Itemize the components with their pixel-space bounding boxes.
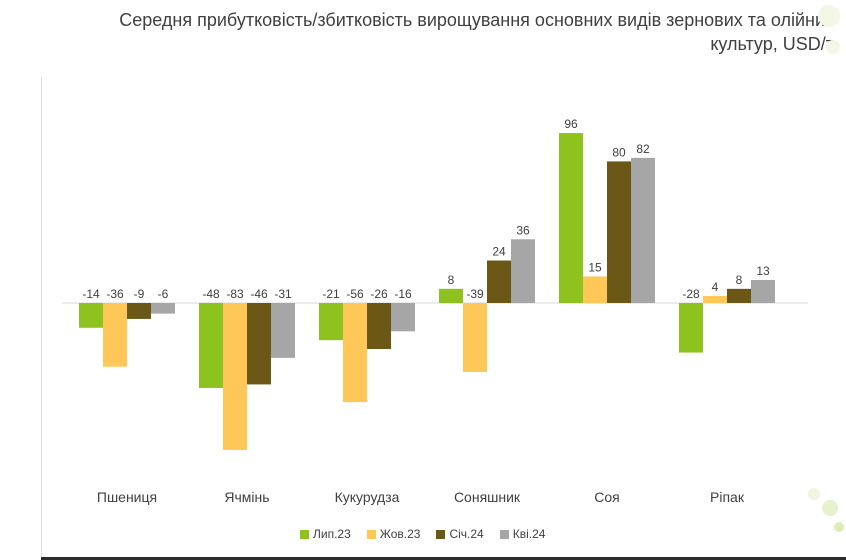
bar (439, 288, 463, 303)
data-label: -28 (682, 287, 700, 301)
legend-label: Кві.24 (512, 527, 546, 541)
bar (247, 303, 271, 385)
legend-label: Жов.23 (379, 527, 421, 541)
bar (583, 276, 607, 303)
data-label: 8 (736, 273, 743, 287)
data-label: 13 (756, 264, 770, 278)
data-label: -31 (274, 287, 292, 301)
data-label: 80 (612, 145, 626, 159)
legend-swatch-s3 (436, 529, 446, 539)
frame-border-bottom (41, 557, 846, 560)
bar (127, 303, 151, 319)
category-label: Пшениця (97, 489, 157, 505)
bar (151, 303, 175, 314)
legend-item: Січ.24 (436, 527, 484, 541)
category-label: Ріпак (710, 489, 745, 505)
data-label: -9 (134, 287, 145, 301)
category-label: Соя (594, 489, 619, 505)
data-label: 15 (588, 260, 602, 274)
bar (79, 303, 103, 328)
chart-title-line-2: культур, USD/т (710, 34, 834, 54)
data-label: -26 (370, 287, 388, 301)
legend-item: Кві.24 (499, 527, 546, 541)
legend-label: Лип.23 (313, 527, 351, 541)
bar (463, 303, 487, 373)
data-label: 24 (492, 245, 506, 259)
decorative-dot (834, 522, 844, 532)
legend-item: Жов.23 (366, 527, 421, 541)
frame-border-left (41, 78, 42, 560)
data-label: -21 (322, 287, 340, 301)
data-label: -39 (466, 287, 484, 301)
data-label: -16 (394, 287, 412, 301)
bar (487, 260, 511, 303)
category-label: Ячмінь (224, 489, 269, 505)
legend-swatch-s2 (366, 529, 376, 539)
data-label: -6 (158, 287, 169, 301)
data-label: -83 (226, 287, 244, 301)
category-label: Кукурудза (335, 489, 400, 505)
chart-title-line-1: Середня прибутковість/збитковість вирощу… (119, 10, 834, 30)
bar (751, 279, 775, 303)
bar (271, 303, 295, 358)
bar (319, 303, 343, 341)
bar (367, 303, 391, 350)
bar (631, 157, 655, 303)
bar (391, 303, 415, 332)
bar (679, 303, 703, 353)
legend-swatch-s4 (499, 529, 509, 539)
bar (199, 303, 223, 388)
decorative-dot (822, 500, 838, 516)
bar (727, 288, 751, 303)
data-label: -36 (106, 287, 124, 301)
bar (103, 303, 127, 367)
bar (703, 295, 727, 303)
legend-item: Лип.23 (300, 527, 351, 541)
bar (607, 161, 631, 303)
data-label: 36 (516, 223, 530, 237)
category-label: Соняшник (454, 489, 521, 505)
legend-swatch-s1 (300, 529, 309, 539)
chart-title: Середня прибутковість/збитковість вирощу… (40, 8, 834, 56)
data-label: 8 (448, 273, 455, 287)
bar (343, 303, 367, 403)
data-label: -48 (202, 287, 220, 301)
decorative-dot (826, 40, 840, 54)
decorative-dot (808, 488, 820, 500)
legend: Лип.23 Жов.23 Січ.24 Кві.24 (300, 527, 545, 541)
data-label: 4 (712, 280, 719, 294)
data-label: -14 (82, 287, 100, 301)
data-label: 82 (636, 142, 650, 156)
decorative-dot (818, 5, 840, 27)
bar (511, 239, 535, 303)
bar (223, 303, 247, 450)
legend-label: Січ.24 (449, 527, 484, 541)
data-label: -56 (346, 287, 364, 301)
bar (559, 133, 583, 303)
data-label: -46 (250, 287, 268, 301)
data-label: 96 (564, 117, 578, 131)
